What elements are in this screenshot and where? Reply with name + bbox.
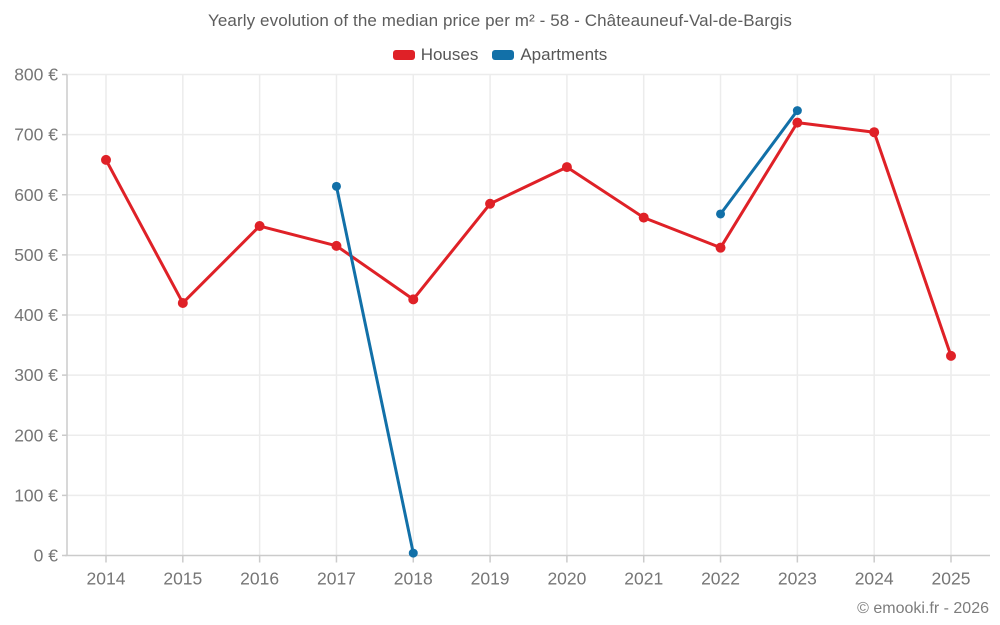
data-point-houses [177,297,188,308]
series-line-houses [104,121,953,358]
x-axis-tick-label: 2024 [855,569,894,589]
data-point-apartments [408,548,418,558]
x-axis-tick-label: 2022 [701,569,740,589]
series-line-apartments [719,109,799,216]
x-axis-tick-label: 2014 [87,569,126,589]
legend-label-apartments: Apartments [520,45,608,64]
x-axis-tick-label: 2019 [471,569,510,589]
data-point-apartments [792,106,802,116]
series-line-apartments [334,184,415,555]
data-point-houses [638,212,649,223]
x-axis-tick-label: 2021 [624,569,663,589]
legend: Houses Apartments [0,45,1000,65]
data-point-houses [331,240,342,251]
legend-label-houses: Houses [420,45,479,64]
x-axis-tick-label: 2017 [317,569,356,589]
data-point-houses [101,154,111,165]
data-point-houses [869,127,880,138]
y-axis-tick-label: 0 € [34,546,59,566]
data-point-apartments [716,209,726,219]
data-point-houses [254,221,265,232]
y-axis-tick-label: 400 € [14,305,58,325]
y-axis-tick-label: 800 € [14,65,58,85]
y-axis-tick-label: 100 € [14,485,58,505]
data-point-houses [485,198,496,209]
copyright-credit: © emooki.fr - 2026 [857,600,989,617]
data-point-apartments [331,181,341,191]
x-axis-tick-label: 2016 [240,569,279,589]
y-axis-tick-label: 700 € [14,125,58,145]
houses-swatch-icon [392,50,415,60]
data-point-houses [561,162,572,173]
y-axis-tick-label: 200 € [14,425,58,445]
apartments-swatch-icon [492,50,515,60]
x-axis-tick-label: 2023 [778,569,817,589]
x-axis-tick-label: 2020 [547,569,586,589]
x-axis-tick-label: 2015 [163,569,202,589]
x-axis-tick-label: 2025 [932,569,971,589]
legend-item-houses[interactable]: Houses [392,45,479,65]
data-point-houses [408,294,419,305]
x-axis-tick-label: 2018 [394,569,433,589]
data-point-houses [946,350,956,361]
y-axis-tick-label: 500 € [14,245,58,265]
chart-title: Yearly evolution of the median price per… [207,11,792,30]
y-axis-tick-label: 600 € [14,185,58,205]
data-point-houses [792,117,803,128]
y-axis-tick-label: 300 € [14,365,58,385]
data-point-houses [715,242,726,253]
legend-item-apartments[interactable]: Apartments [492,45,607,65]
